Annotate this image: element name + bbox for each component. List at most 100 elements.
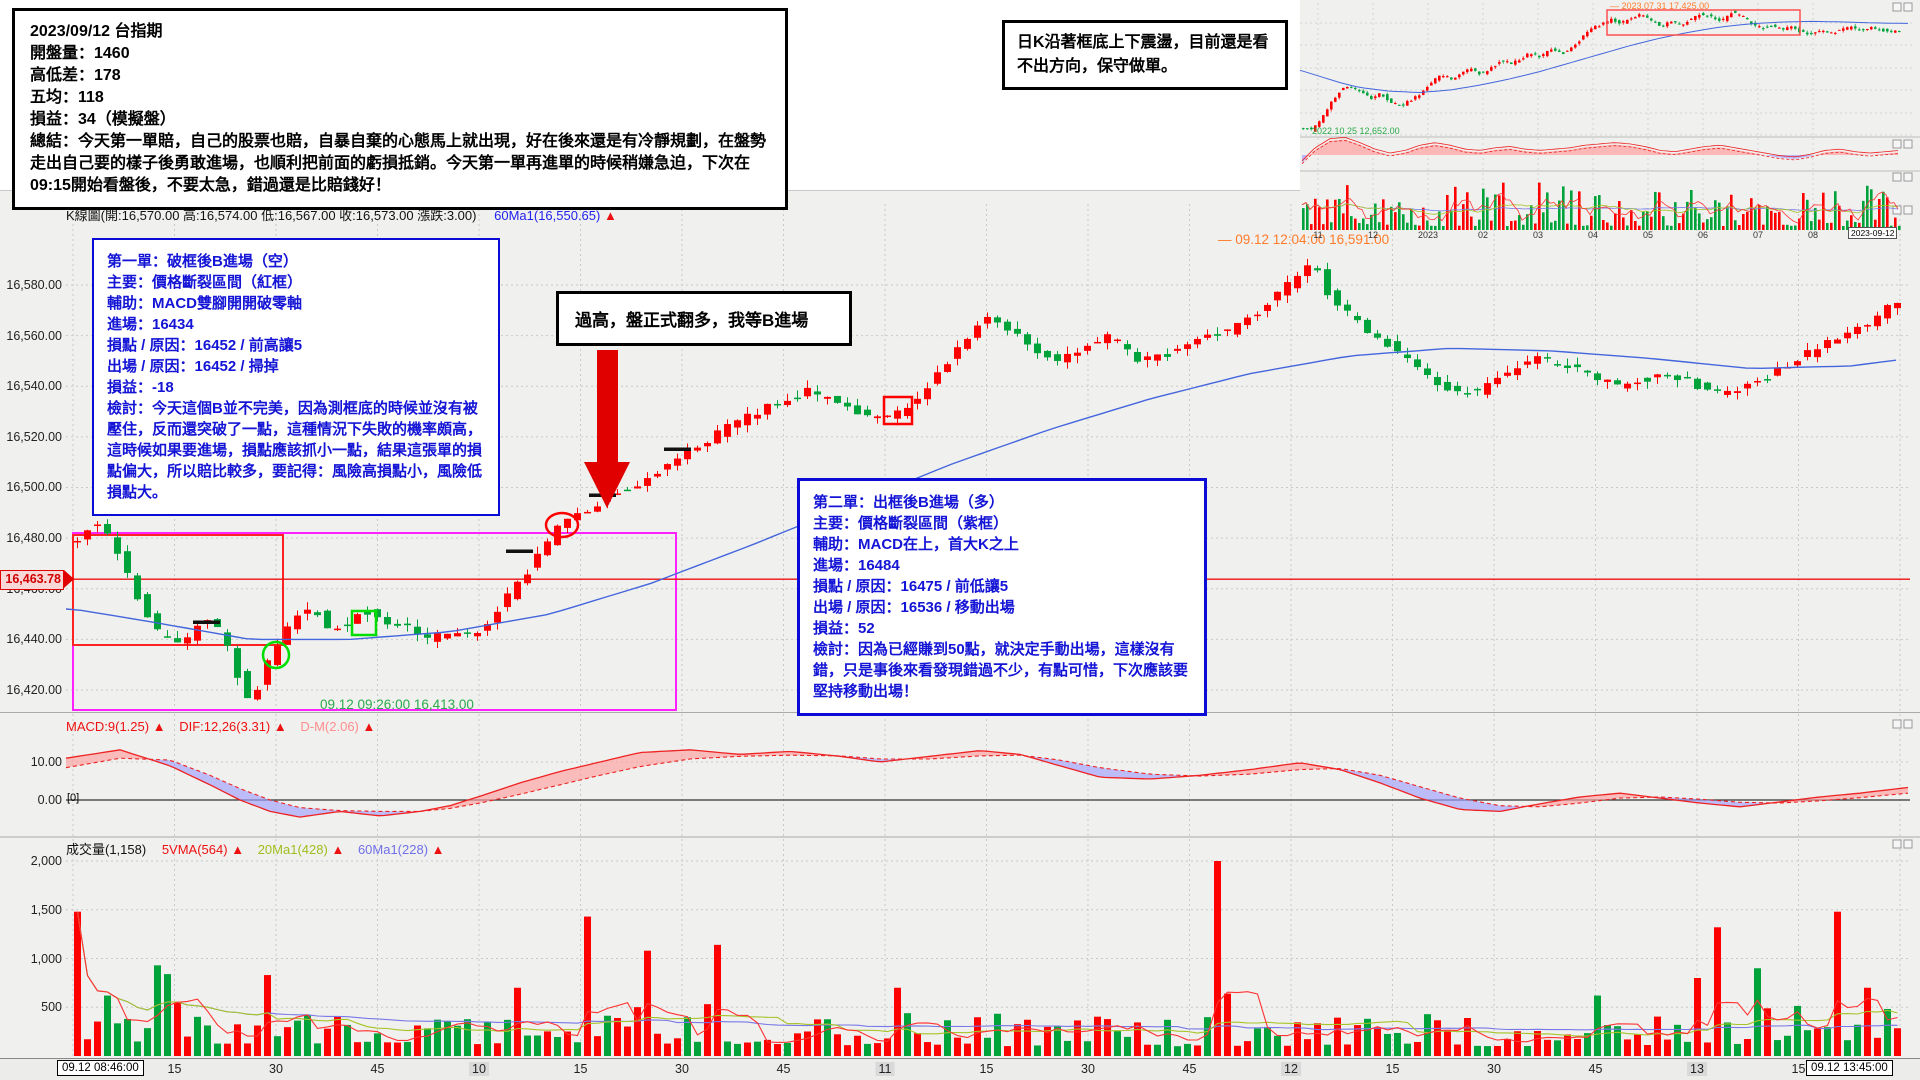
up-arrow-icon: ▲	[603, 208, 617, 223]
daily-chart-note: 日K沿著框底上下震盪，目前還是看不出方向，保守做單。	[1002, 20, 1288, 90]
macd-header: MACD:9(1.25) ▲ DIF:12,26(3.31) ▲ D-M(2.0…	[66, 719, 375, 734]
time-axis-label: 15	[167, 1062, 182, 1076]
daily-time-label: 05	[1642, 230, 1654, 240]
volume-axis-label: 2,000	[30, 854, 62, 868]
daily-time-label: 06	[1697, 230, 1709, 240]
time-axis-label: 30	[269, 1062, 283, 1076]
candlesticks[interactable]	[65, 258, 1901, 701]
panel-control-icon	[1892, 139, 1902, 149]
daily-time-label: 02	[1477, 230, 1489, 240]
daily-range-box	[1606, 9, 1801, 36]
trade2-annotation: 第二單：出框後B進場（多） 主要：價格斷裂區間（紫框） 輔助：MACD在上，首大…	[797, 478, 1207, 716]
ma60-legend: 60Ma1(16,550.65)	[494, 208, 601, 223]
panel-control-icon	[1892, 172, 1902, 182]
time-axis-label: 11	[875, 1062, 895, 1076]
swing-dash-mark	[664, 447, 691, 451]
panel-control-icon	[1903, 2, 1913, 12]
time-axis-label: 30	[1487, 1062, 1501, 1076]
daily-time-label: 12	[1367, 230, 1379, 240]
macd-zero-tag: [0]	[67, 792, 80, 804]
time-axis-label: 13	[1687, 1062, 1707, 1076]
time-axis-label: 10	[469, 1062, 489, 1076]
volume-axis-label: 1,500	[30, 902, 62, 917]
macd-value: MACD:9(1.25)	[66, 719, 150, 734]
up-arrow-icon: ▲	[152, 719, 166, 734]
daily-time-label: 2023	[1417, 230, 1439, 240]
swing-dash-mark	[193, 620, 220, 624]
panel-control-icon	[1892, 719, 1902, 729]
panel-control-icon	[1903, 205, 1913, 215]
vma60-legend: 60Ma1(228)	[357, 842, 429, 857]
kline-ohlc-text: K線圖(開:16,570.00 高:16,574.00 低:16,567.00 …	[66, 208, 477, 223]
swing-dash-mark	[506, 549, 533, 553]
vma5-legend: 5VMA(564)	[161, 842, 228, 857]
price-axis-label: 16,440.00	[6, 632, 62, 647]
price-axis-label: 16,480.00	[6, 531, 62, 546]
red-square-mark	[882, 395, 914, 426]
time-axis-label: 15	[573, 1062, 588, 1076]
time-axis-label: 15	[1791, 1062, 1806, 1076]
volume-panel	[74, 861, 1901, 1056]
red-circle-mark	[544, 511, 580, 539]
price-axis-label: 16,580.00	[6, 278, 62, 292]
volume-axis-label: 500	[41, 1000, 62, 1015]
time-axis-label: 30	[675, 1062, 689, 1076]
daily-time-label: 08	[1807, 230, 1819, 240]
price-axis-label: 16,540.00	[6, 379, 62, 394]
panel-control-icon	[1903, 719, 1913, 729]
panel-control-icon	[1892, 2, 1902, 12]
daily-time-label: 03	[1532, 230, 1544, 240]
last-price-tag: 16,463.78	[0, 570, 64, 590]
macd-axis-label: 0.00	[37, 793, 62, 807]
daily-time-label: 11	[1313, 230, 1323, 240]
time-axis-label: 30	[1081, 1062, 1095, 1076]
panel-controls[interactable]	[1892, 2, 1913, 849]
session-high-label: — 09.12 12:04:00 16,591.00	[1218, 232, 1390, 247]
price-axis-label: 16,420.00	[6, 682, 62, 697]
daily-last-date: 2023-09-12	[1848, 227, 1898, 239]
time-axis-label: 45	[1588, 1062, 1603, 1076]
time-axis-label: 15	[979, 1062, 994, 1076]
panel-control-icon	[1892, 839, 1902, 849]
daily-high-label: — 2023.07.31 17,425.00	[1610, 1, 1710, 11]
time-axis-first: 09.12 08:46:00	[57, 1060, 144, 1076]
kline-header: K線圖(開:16,570.00 高:16,574.00 低:16,567.00 …	[66, 205, 617, 224]
up-arrow-icon: ▲	[331, 842, 345, 857]
price-axis-label: 16,520.00	[6, 429, 62, 444]
macd-panel	[65, 749, 1909, 818]
daily-low-label: 2022.10.25 12,652.00	[1312, 126, 1400, 136]
time-axis-label: 45	[776, 1062, 791, 1076]
daily-time-label: 04	[1587, 230, 1599, 240]
breakout-callout: 過高，盤正式翻多，我等B進場	[556, 291, 852, 346]
down-arrow-icon	[597, 350, 618, 462]
trade-journal-note: 2023/09/12 台指期 開盤量：1460 高低差：178 五均：118 損…	[12, 8, 788, 210]
daily-mini-chart	[1299, 3, 1920, 230]
last-price-tag-pointer	[64, 570, 74, 588]
chart-markers	[193, 350, 1207, 670]
down-arrow-icon	[584, 462, 630, 508]
journal-stats: 2023/09/12 台指期 開盤量：1460 高低差：178 五均：118 損…	[30, 23, 176, 128]
price-axis-label: 16,560.00	[6, 328, 62, 343]
dm-value: D-M(2.06)	[300, 719, 359, 734]
price-axis-label: 16,500.00	[6, 480, 62, 495]
volume-header: 成交量(1,158) 5VMA(564) ▲ 20Ma1(428) ▲ 60Ma…	[66, 839, 445, 858]
up-arrow-icon: ▲	[431, 842, 445, 857]
time-axis-label: 12	[1281, 1062, 1301, 1076]
time-axis-label: 45	[1182, 1062, 1197, 1076]
panel-control-icon	[1903, 839, 1913, 849]
panel-control-icon	[1892, 205, 1902, 215]
time-axis-label: 15	[1385, 1062, 1400, 1076]
volume-total: 成交量(1,158)	[66, 842, 147, 857]
vma20-legend: 20Ma1(428)	[257, 842, 328, 857]
up-arrow-icon: ▲	[273, 719, 287, 734]
volume-axis-label: 1,000	[30, 951, 62, 966]
green-square-mark	[350, 609, 378, 637]
macd-axis-label: 10.00	[30, 755, 62, 769]
up-arrow-icon: ▲	[231, 842, 245, 857]
time-axis-last: 09.12 13:45:00	[1806, 1060, 1893, 1076]
time-axis: 09.12 08:46:00 15 30 45 10 15 30 45 11 15 30 45 12 15…	[0, 1058, 1920, 1080]
panel-control-icon	[1903, 139, 1913, 149]
session-low-label: 09.12 09:26:00 16,413.00	[320, 697, 474, 712]
